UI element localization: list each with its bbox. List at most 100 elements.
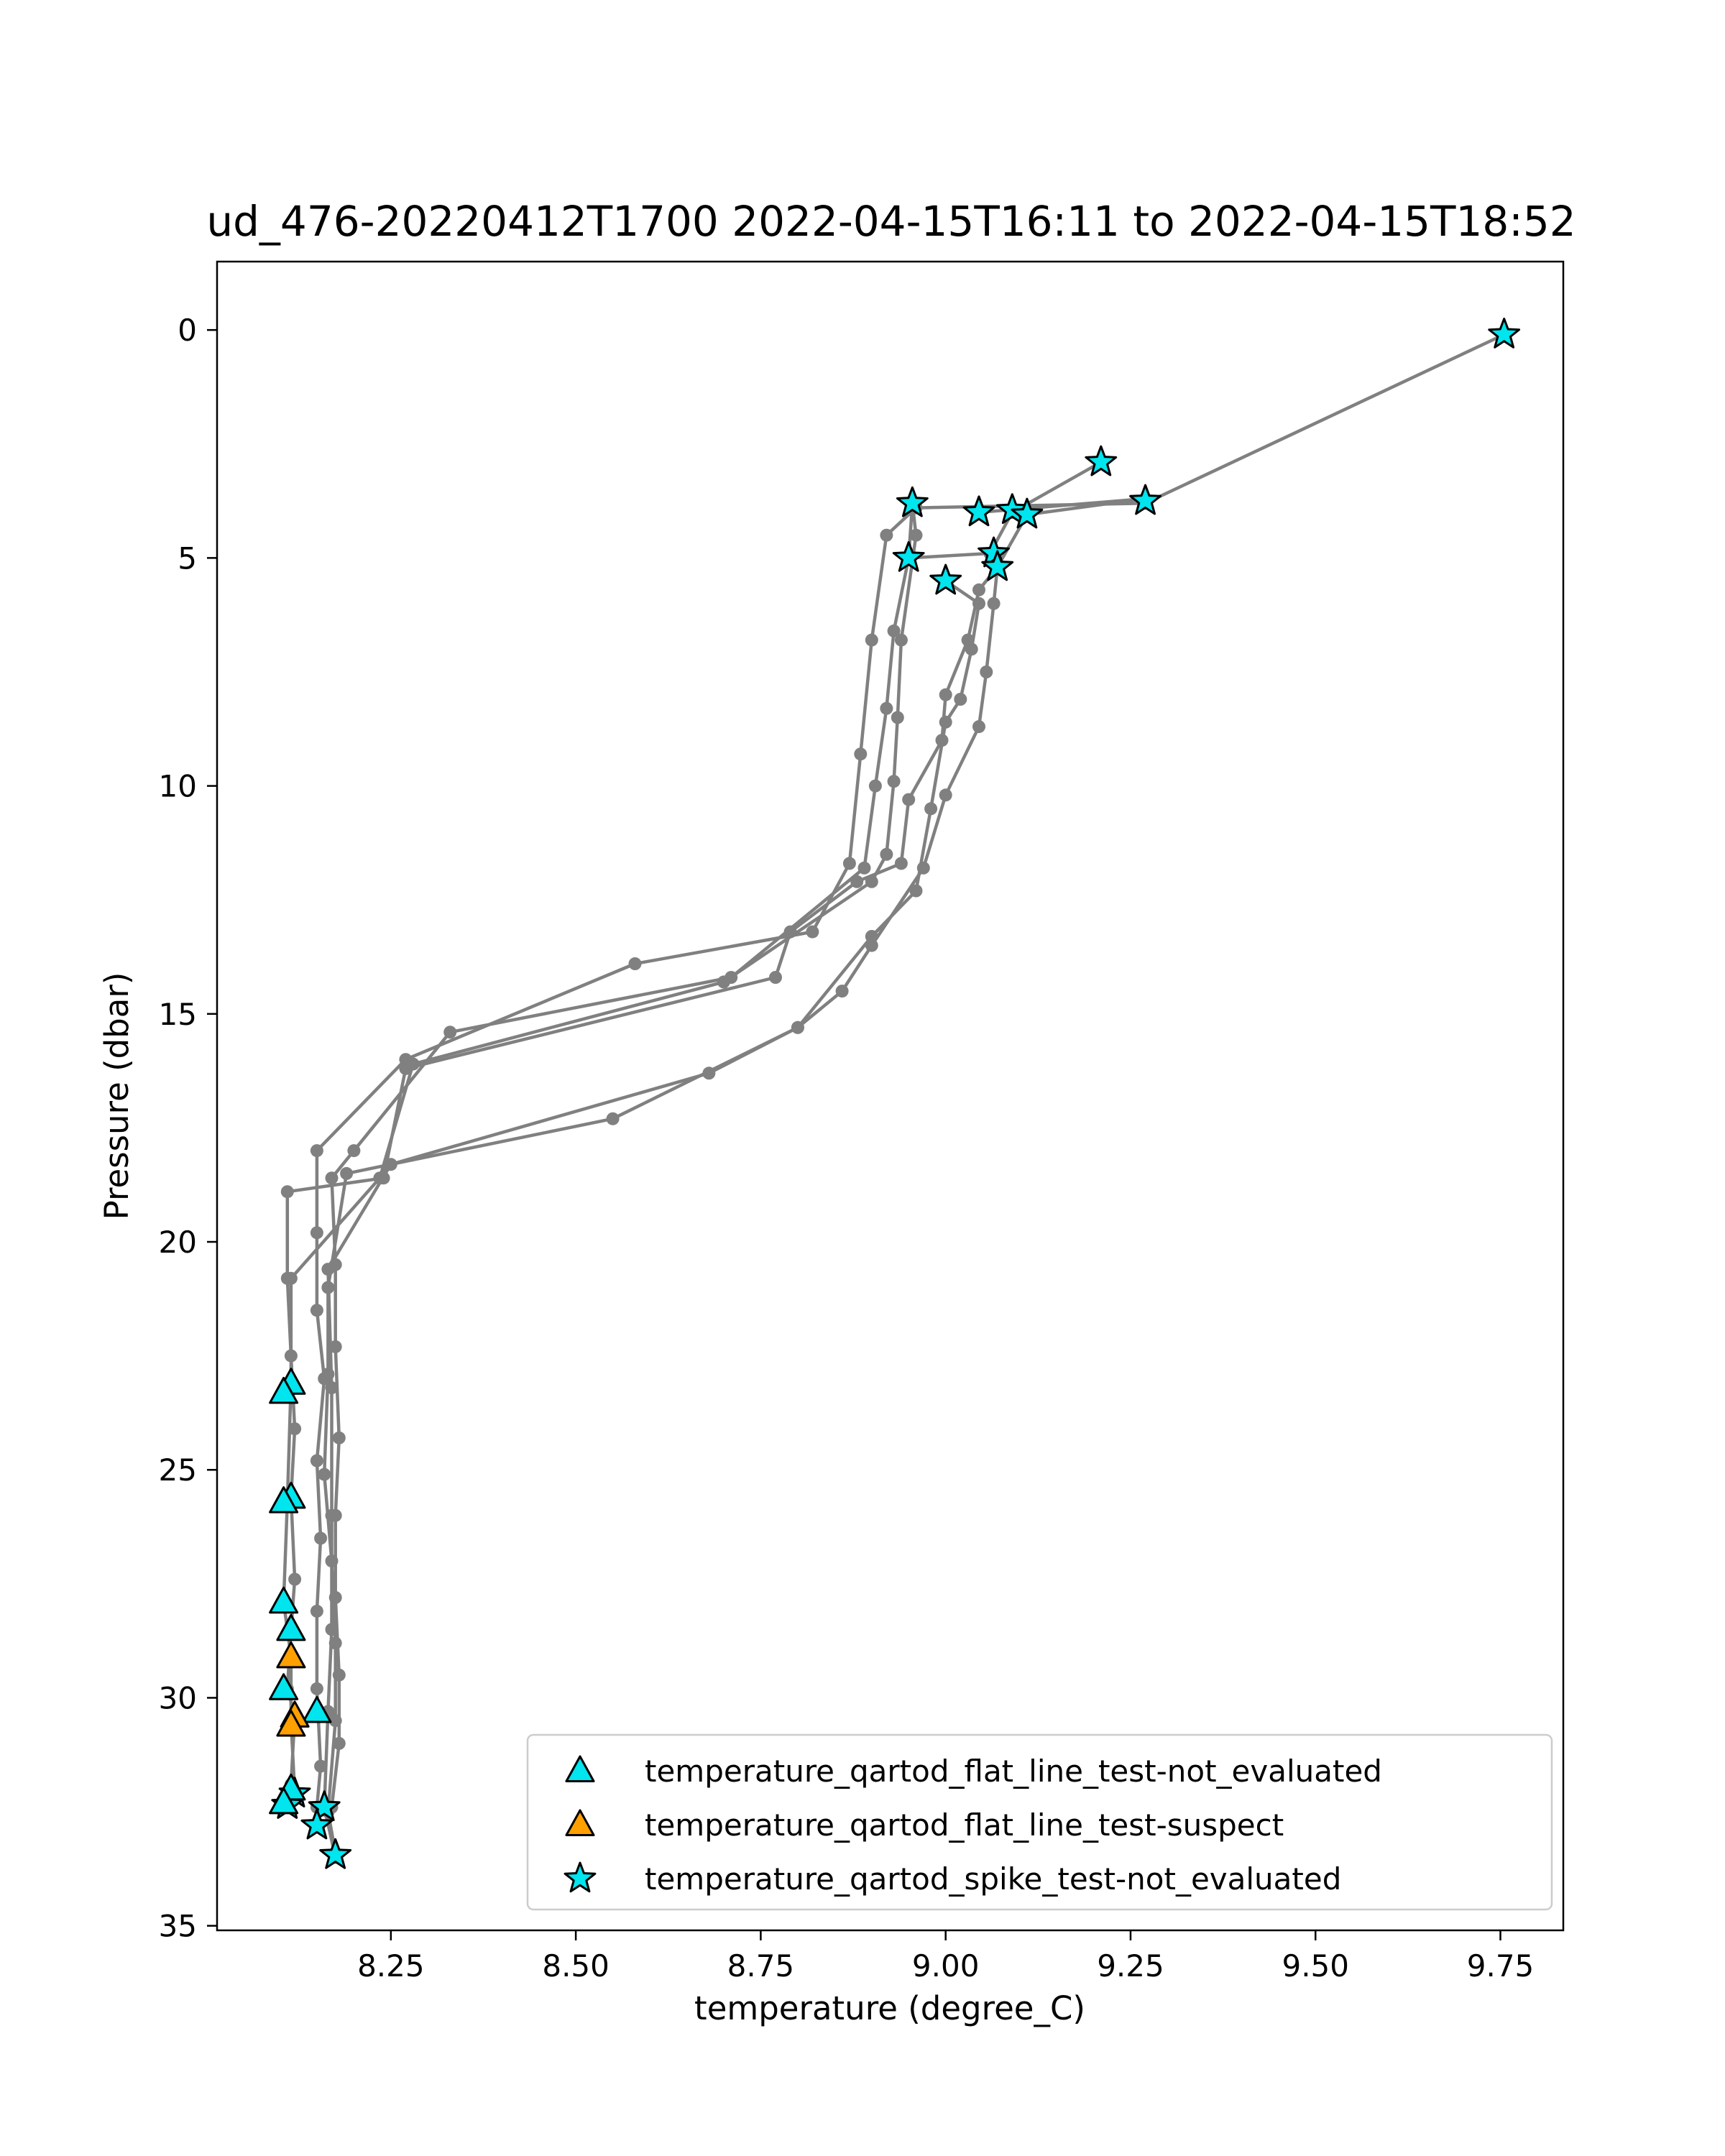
profile-point-1-11 <box>310 1144 323 1158</box>
x-tick-label: 9.00 <box>912 1948 980 1984</box>
profile-point-2-7 <box>868 779 882 793</box>
profile-point-5-4 <box>972 720 985 734</box>
chart-title: ud_476-20220412T1700 2022-04-15T16:11 to… <box>206 197 1576 246</box>
legend-label: temperature_qartod_spike_test-not_evalua… <box>645 1861 1341 1897</box>
profile-point-4-9 <box>717 975 730 989</box>
spike-marker-3 <box>1129 484 1162 515</box>
y-tick-label: 20 <box>159 1225 197 1260</box>
y-tick-label: 15 <box>159 997 197 1032</box>
spike-marker-14 <box>308 1790 341 1822</box>
x-tick-label: 8.50 <box>542 1948 610 1984</box>
profile-point-1-8 <box>806 925 819 939</box>
profile-point-4-12 <box>284 1271 298 1285</box>
profile-point-6-15 <box>325 1554 339 1568</box>
spike-marker-7 <box>1011 497 1044 529</box>
profile-point-2-15 <box>332 1431 346 1445</box>
profile-point-4-3 <box>909 528 923 542</box>
flat-line-marker-8 <box>302 1695 332 1723</box>
profile-point-6-13 <box>321 1368 335 1381</box>
y-tick-label: 35 <box>159 1909 197 1944</box>
profile-line-6 <box>322 579 981 1853</box>
legend-triangle-icon <box>565 1755 595 1783</box>
y-tick-label: 0 <box>178 313 197 348</box>
flat-line-marker-6 <box>276 1613 306 1641</box>
spike-marker-16 <box>319 1838 352 1869</box>
profile-point-1-9 <box>628 957 642 970</box>
profile-point-1-13 <box>310 1304 323 1317</box>
profile-point-1-5 <box>865 633 878 647</box>
legend: temperature_qartod_flat_line_test-not_ev… <box>526 1733 1553 1911</box>
profile-point-1-18 <box>310 1682 323 1695</box>
profile-point-2-8 <box>857 861 871 875</box>
flat-line-suspect-marker-1 <box>276 1641 306 1669</box>
y-axis-label: Pressure (dbar) <box>98 972 136 1220</box>
profile-line-4 <box>282 501 918 1798</box>
legend-box <box>526 1733 1553 1911</box>
profile-point-4-10 <box>406 1057 420 1071</box>
y-tick-label: 10 <box>159 769 197 804</box>
profile-point-2-10 <box>443 1026 457 1039</box>
profile-point-4-5 <box>891 711 904 724</box>
legend-star-icon <box>564 1861 597 1893</box>
profile-point-3-13 <box>769 971 782 984</box>
y-tick-label: 25 <box>159 1452 197 1488</box>
flat-line-suspect-marker-3 <box>276 1709 306 1737</box>
profile-point-5-5 <box>939 788 952 802</box>
profile-point-3-10 <box>894 857 908 870</box>
profile-point-5-8 <box>835 985 849 998</box>
profile-point-6-16 <box>328 1636 342 1650</box>
profile-point-6-6 <box>924 802 938 816</box>
x-axis-label: temperature (degree_C) <box>694 1989 1085 2027</box>
profile-point-1-7 <box>842 857 856 870</box>
profile-point-6-3 <box>965 642 978 656</box>
profile-point-4-8 <box>865 875 878 888</box>
profile-point-6-14 <box>318 1468 331 1481</box>
plot-area <box>269 318 1521 1869</box>
profile-point-6-8 <box>865 930 878 943</box>
spike-marker-10 <box>981 550 1014 581</box>
legend-label: temperature_qartod_flat_line_test-not_ev… <box>645 1754 1382 1789</box>
x-tick-label: 9.25 <box>1097 1948 1164 1984</box>
profile-point-2-19 <box>332 1736 346 1750</box>
profile-point-1-15 <box>310 1454 323 1468</box>
profile-point-1-19 <box>314 1759 328 1773</box>
profile-point-2-11 <box>347 1144 361 1158</box>
legend-label: temperature_qartod_flat_line_test-suspec… <box>645 1807 1284 1843</box>
y-tick-label: 30 <box>159 1680 197 1715</box>
profile-point-6-10 <box>606 1112 620 1125</box>
profile-point-3-19 <box>288 1422 302 1436</box>
profile-point-3-5 <box>972 583 985 596</box>
profile-point-6-4 <box>954 693 967 706</box>
profile-point-6-17 <box>328 1714 342 1728</box>
profile-point-3-16 <box>280 1185 294 1199</box>
flat-line-marker-5 <box>269 1586 299 1614</box>
profile-point-3-21 <box>288 1572 302 1586</box>
spike-marker-1 <box>1488 318 1521 349</box>
y-axis: 0 5 10 15 20 25 30 35 <box>159 313 217 1944</box>
x-axis: 8.25 8.50 8.75 9.00 9.25 9.50 9.75 <box>357 1930 1534 1984</box>
profile-point-6-9 <box>791 1021 804 1034</box>
profile-point-4-6 <box>887 775 901 788</box>
flat-line-marker-4 <box>269 1486 299 1514</box>
profile-point-2-6 <box>880 701 893 715</box>
flat-line-marker-10 <box>269 1787 299 1815</box>
profile-point-4-7 <box>880 847 893 861</box>
spike-marker-15 <box>300 1808 334 1840</box>
profile-point-6-12 <box>321 1281 335 1294</box>
spike-marker-2 <box>1085 445 1118 476</box>
profile-point-1-6 <box>854 747 868 761</box>
profile-point-1-16 <box>314 1531 328 1545</box>
profile-point-1-4 <box>880 528 893 542</box>
profile-point-4-4 <box>894 633 908 647</box>
profile-point-6-2 <box>972 596 985 610</box>
profile-point-3-11 <box>850 875 864 888</box>
profile-point-1-12 <box>310 1226 323 1240</box>
flat-line-marker-7 <box>269 1673 299 1700</box>
profile-point-3-7 <box>939 688 952 701</box>
spike-marker-4 <box>896 486 929 517</box>
spike-marker-5 <box>962 495 995 527</box>
x-tick-label: 9.75 <box>1467 1948 1535 1984</box>
profile-point-2-12 <box>325 1171 339 1185</box>
profile-point-6-11 <box>340 1166 354 1180</box>
